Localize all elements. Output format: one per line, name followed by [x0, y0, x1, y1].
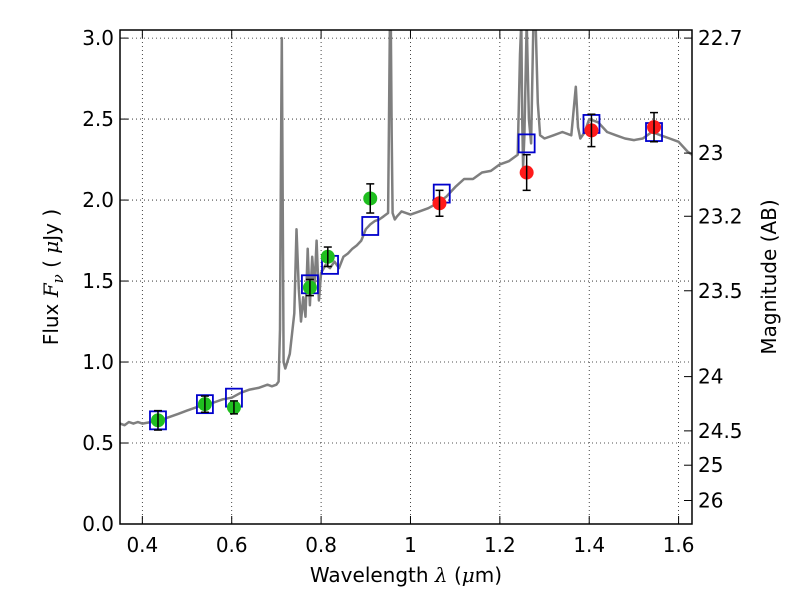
photometry-markers — [149, 111, 663, 431]
right-axis-label: Magnitude (AB) — [757, 199, 781, 354]
x-tick-label: 1.2 — [484, 533, 516, 557]
y-tick-label: 2.0 — [82, 188, 114, 212]
x-axis-label: Wavelength λ (μm) — [310, 563, 502, 587]
magnitude-tick-label: 22.7 — [698, 26, 743, 50]
y-tick-label: 1.5 — [82, 269, 114, 293]
sed-line — [120, 30, 692, 427]
magnitude-tick-label: 23 — [698, 141, 723, 165]
y-tick-label: 1.0 — [82, 350, 114, 374]
x-tick-label: 1.6 — [663, 533, 695, 557]
y-tick-label: 0.0 — [82, 512, 114, 536]
model-band-flux-marker — [517, 133, 536, 154]
x-tick-label: 1 — [404, 533, 417, 557]
grid-lines — [120, 30, 692, 525]
x-tick-label: 0.6 — [216, 533, 248, 557]
model-band-flux-marker — [361, 216, 380, 236]
x-tick-label: 1.4 — [573, 533, 605, 557]
y-tick-label: 3.0 — [82, 26, 114, 50]
y-axis-label: Flux Fν ( μJy ) — [39, 209, 67, 345]
model-band-flux-marker — [196, 394, 214, 415]
plot-frame — [119, 29, 693, 525]
magnitude-tick-label: 23.5 — [698, 279, 743, 303]
magnitude-tick-label: 26 — [698, 489, 723, 513]
magnitude-tick-label: 23.2 — [698, 204, 743, 228]
magnitude-tick-label: 24.5 — [698, 419, 743, 443]
y-tick-label: 0.5 — [82, 431, 114, 455]
sed-line-layer — [120, 30, 692, 427]
y-tick-label: 2.5 — [82, 107, 114, 131]
axis-ticks: 0.4 0.6 0.8 1 1.2 1.4 1.6 0.0 0.5 1.0 1.5 2.0 2.5 3.0… — [82, 26, 742, 557]
magnitude-tick-label: 24 — [698, 365, 723, 389]
x-tick-label: 0.8 — [305, 533, 337, 557]
magnitude-tick-label: 25 — [698, 453, 723, 477]
x-tick-label: 0.4 — [126, 533, 158, 557]
